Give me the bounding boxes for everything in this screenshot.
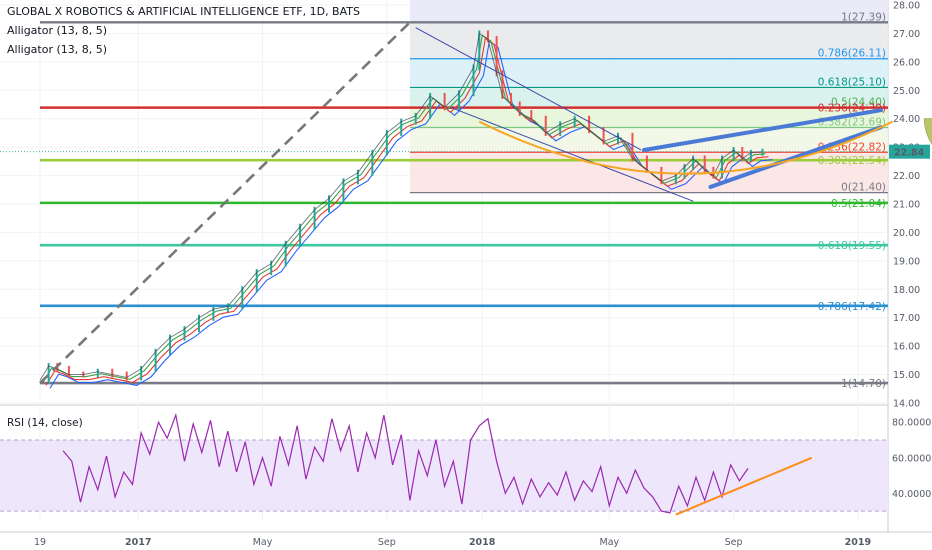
y-tick-label: 16.00 (893, 342, 920, 353)
long-fib-label: 1(14.70) (841, 378, 886, 390)
fib-level-label: 1(27.39) (841, 11, 886, 23)
fib-top-zone (409, 0, 888, 23)
chart-title: GLOBAL X ROBOTICS & ARTIFICIAL INTELLIGE… (7, 5, 360, 18)
cup-curve[interactable] (478, 120, 894, 175)
x-tick-label: May (600, 537, 620, 548)
x-tick-label: Sep (725, 537, 743, 548)
dashed-trend-line[interactable] (39, 21, 411, 385)
rsi-trend-line[interactable] (675, 456, 813, 516)
x-tick-label: Sep (378, 537, 396, 548)
handle-shape[interactable] (923, 118, 932, 170)
channel-lower-line[interactable] (708, 125, 883, 189)
rsi-band (0, 440, 888, 512)
fib-level-label: 0.786(26.11) (818, 48, 886, 60)
long-fib-label: 0.618(19.55) (818, 240, 886, 252)
rsi-tick-label: 80.0000 (892, 418, 931, 429)
y-tick-label: 24.00 (893, 114, 920, 125)
y-tick-label: 22.00 (893, 171, 920, 182)
y-tick-label: 17.00 (893, 313, 920, 324)
long-fib-label: 0.382(22.54) (818, 155, 886, 167)
indicator-label-1[interactable]: Alligator (13, 8, 5) (7, 24, 108, 37)
fib-zone (409, 58, 888, 88)
last-price-badge (889, 144, 930, 159)
x-tick-label: 19 (34, 537, 46, 548)
y-tick-label: 26.00 (893, 57, 920, 68)
y-tick-label: 14.00 (893, 399, 920, 410)
x-tick-label: May (253, 537, 273, 548)
rsi-tick-label: 40.0000 (892, 489, 931, 500)
y-tick-label: 15.00 (893, 370, 920, 381)
rsi-line (62, 412, 749, 514)
wedge-upper-line[interactable] (415, 27, 642, 151)
wedge-lower-line[interactable] (450, 106, 694, 202)
fib-level-label: 0.618(25.10) (818, 76, 886, 88)
last-price-label: 22.84 (894, 148, 924, 159)
fib-zone (409, 107, 888, 128)
indicator-label-2[interactable]: Alligator (13, 8, 5) (7, 43, 108, 56)
x-tick-label: 2018 (469, 537, 496, 548)
long-fib-label: 0.786(17.42) (818, 301, 886, 313)
fib-level-label: 0(21.40) (841, 182, 886, 194)
y-tick-label: 20.00 (893, 228, 920, 239)
y-tick-label: 18.00 (893, 285, 920, 296)
rsi-label[interactable]: RSI (14, close) (7, 417, 83, 429)
y-tick-label: 25.00 (893, 86, 920, 97)
y-tick-label: 27.00 (893, 29, 920, 40)
y-tick-label: 21.00 (893, 200, 920, 211)
fib-level-label: 0.5(24.40) (831, 96, 886, 108)
x-tick-label: 2019 (845, 537, 871, 548)
channel-upper-line[interactable] (642, 108, 883, 152)
fib-zone (409, 87, 888, 108)
rsi-tick-label: 60.0000 (892, 453, 931, 464)
y-tick-label: 28.00 (893, 1, 920, 12)
price-line (39, 32, 763, 381)
y-tick-label: 19.00 (893, 256, 920, 267)
x-tick-label: 2017 (125, 537, 151, 548)
long-fib-label: 0.5(21.04) (831, 198, 886, 210)
